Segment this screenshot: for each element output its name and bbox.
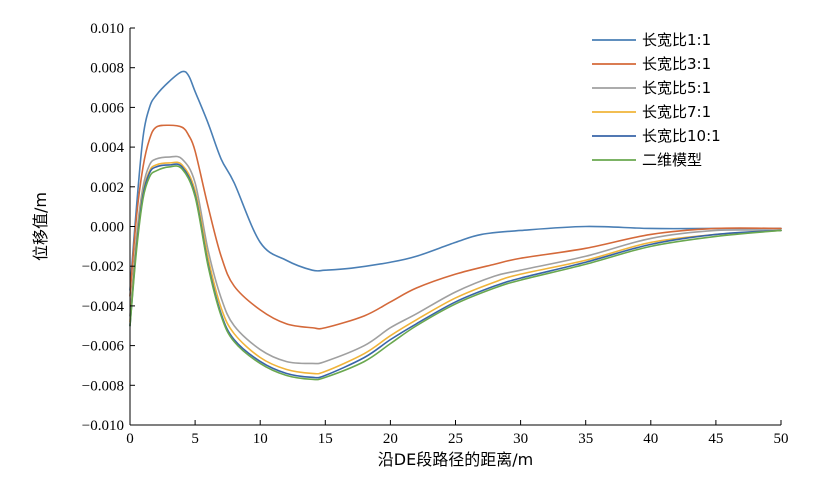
x-axis-ticks: 0 5 10 15 20 25 30 35 40 45 50 [126, 420, 789, 447]
x-tick-label: 10 [253, 431, 268, 447]
x-tick-label: 35 [578, 431, 593, 447]
y-axis-ticks: −0.010 −0.008 −0.006 −0.004 −0.002 0.000 0.002… [82, 21, 135, 434]
y-tick-label: 0.004 [90, 140, 124, 156]
legend-label: 长宽比1:1 [642, 31, 711, 49]
y-tick-label: −0.006 [82, 339, 125, 355]
x-tick-label: 40 [643, 431, 658, 447]
x-tick-label: 45 [708, 431, 723, 447]
y-axis-title: 位移值/m [31, 192, 50, 261]
y-tick-label: 0.002 [90, 180, 124, 196]
legend: 长宽比1:1 长宽比3:1 长宽比5:1 长宽比7:1 长宽比10:1 二维模型 [592, 31, 721, 169]
x-tick-label: 15 [318, 431, 333, 447]
legend-label: 长宽比5:1 [642, 79, 711, 97]
y-tick-label: 0.000 [90, 220, 124, 236]
y-tick-label: 0.010 [90, 21, 124, 37]
series-line-5 [129, 163, 782, 379]
y-tick-label: −0.010 [82, 418, 124, 434]
x-tick-label: 5 [191, 431, 199, 447]
series-line-6 [129, 165, 782, 381]
series-line-4 [129, 161, 782, 375]
x-tick-label: 25 [448, 431, 463, 447]
y-tick-label: −0.002 [82, 259, 124, 275]
series-line-1 [129, 70, 782, 291]
series-layer [129, 70, 782, 381]
y-tick-label: −0.008 [82, 378, 124, 394]
legend-label: 长宽比10:1 [642, 127, 721, 145]
y-tick-label: 0.008 [90, 61, 124, 77]
series-line-2 [129, 124, 782, 330]
y-tick-label: −0.004 [82, 299, 125, 315]
y-tick-label: 0.006 [90, 100, 124, 116]
x-tick-label: 50 [774, 431, 789, 447]
legend-label: 长宽比7:1 [642, 103, 711, 121]
x-axis-title: 沿DE段路径的距离/m [378, 450, 533, 469]
legend-label: 长宽比3:1 [642, 55, 711, 73]
series-line-3 [129, 155, 782, 365]
x-tick-label: 20 [383, 431, 398, 447]
x-tick-label: 0 [126, 431, 134, 447]
x-tick-label: 30 [513, 431, 528, 447]
legend-label: 二维模型 [642, 151, 702, 169]
